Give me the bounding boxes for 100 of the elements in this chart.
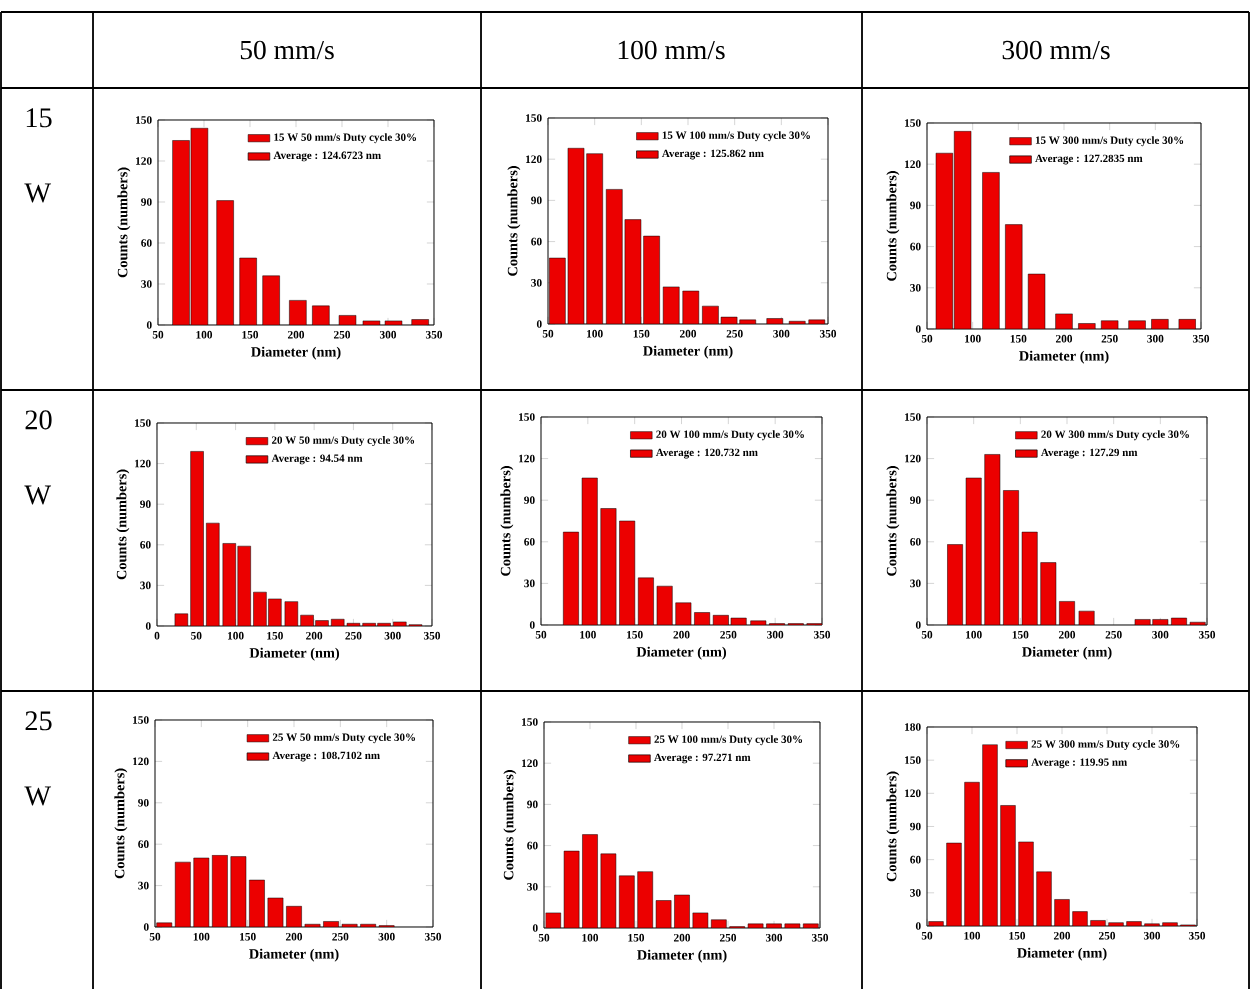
x-tick-label: 100	[193, 932, 210, 941]
y-tick-label: 90	[141, 198, 152, 206]
x-tick-label: 100	[965, 334, 981, 343]
legend-label: 25 W 50 mm/s Duty cycle 30%	[272, 733, 415, 744]
y-tick-label: 150	[135, 419, 151, 427]
x-tick-label: 100	[964, 931, 981, 940]
y-tick-label: 60	[910, 855, 921, 864]
x-axis-title: Diameter (nm)	[637, 949, 727, 963]
annotation: Average : 124.6723 nm	[273, 151, 381, 162]
y-tick-label: 30	[527, 883, 538, 891]
x-tick-label: 50	[191, 631, 202, 640]
x-tick-label: 300	[1143, 931, 1161, 940]
y-tick-label: 60	[524, 538, 535, 546]
x-tick-label: 350	[813, 630, 831, 639]
y-tick-label: 90	[524, 496, 535, 505]
x-axis-title: Diameter (nm)	[643, 345, 733, 359]
text: 25 W	[24, 711, 52, 806]
x-tick-label: 350	[819, 329, 837, 338]
bar	[239, 258, 257, 326]
y-tick-label: 90	[910, 496, 921, 505]
bar	[964, 782, 980, 927]
x-axis-title: Diameter (nm)	[636, 646, 727, 660]
x-tick-label: 250	[720, 630, 737, 639]
y-tick-label: 0	[529, 621, 535, 629]
bar	[172, 140, 190, 326]
x-tick-label: 150	[240, 932, 256, 941]
y-axis-title: Counts (numbers)	[886, 771, 900, 882]
x-tick-label: 300	[379, 330, 397, 339]
x-tick-label: 250	[332, 932, 349, 941]
y-tick-label: 120	[135, 459, 151, 468]
legend-label: 15 W 300 mm/s Duty cycle 30%	[1035, 136, 1184, 147]
x-tick-label: 300	[773, 329, 790, 338]
bar	[946, 842, 962, 927]
annotation: Average : 97.271 nm	[654, 753, 751, 764]
x-tick-label: 350	[811, 933, 829, 942]
y-tick-label: 90	[138, 799, 149, 807]
x-tick-label: 150	[633, 329, 650, 338]
x-tick-label: 150	[1009, 931, 1026, 940]
y-axis-title: Counts (numbers)	[500, 466, 514, 576]
x-tick-label: 250	[1101, 334, 1118, 343]
x-tick-label: 250	[1098, 931, 1116, 940]
x-axis-title: Diameter (nm)	[249, 948, 339, 962]
x-tick-label: 350	[423, 631, 441, 640]
x-tick-label: 200	[673, 630, 690, 639]
x-tick-label: 0	[154, 631, 160, 640]
bar	[216, 200, 234, 326]
y-tick-label: 120	[522, 759, 538, 768]
y-tick-label: 30	[910, 283, 921, 292]
x-tick-label: 150	[1010, 334, 1027, 343]
chart-title: 50 mm/s	[240, 40, 334, 60]
y-tick-label: 120	[526, 155, 542, 164]
x-tick-label: 300	[767, 630, 784, 639]
y-tick-label: 150	[522, 718, 538, 726]
y-tick-label: 30	[910, 579, 921, 588]
y-tick-label: 0	[146, 321, 152, 329]
x-tick-label: 50	[921, 630, 933, 639]
annotation: Average : 108.7102 nm	[272, 751, 380, 762]
x-tick-label: 250	[1105, 630, 1122, 639]
annotation: Average : 127.2835 nm	[1035, 154, 1143, 165]
y-tick-label: 120	[905, 160, 921, 169]
legend-label: 15 W 50 mm/s Duty cycle 30%	[274, 133, 417, 144]
x-tick-label: 50	[921, 334, 933, 343]
text: 15 W	[24, 108, 52, 203]
y-tick-label: 30	[140, 581, 151, 590]
x-tick-label: 200	[1058, 630, 1076, 639]
x-tick-label: 100	[196, 330, 213, 339]
y-tick-label: 90	[527, 800, 538, 809]
y-tick-label: 30	[141, 280, 152, 288]
y-tick-label: 150	[136, 116, 152, 124]
y-tick-label: 60	[910, 538, 921, 546]
x-tick-label: 250	[345, 631, 362, 640]
y-tick-label: 150	[519, 413, 535, 421]
x-tick-label: 150	[628, 933, 645, 942]
x-tick-label: 200	[287, 330, 305, 339]
y-tick-label: 0	[532, 924, 538, 932]
legend-label: 20 W 100 mm/s Duty cycle 30%	[656, 430, 804, 441]
y-tick-label: 120	[133, 757, 149, 766]
x-axis-title: Diameter (nm)	[249, 647, 340, 661]
annotation: Average : 94.54 nm	[271, 454, 363, 465]
bar	[262, 275, 280, 326]
x-tick-label: 250	[719, 933, 737, 942]
y-axis-title: Counts (numbers)	[503, 770, 517, 880]
y-axis-title: Counts (numbers)	[117, 167, 131, 278]
x-tick-label: 50	[921, 931, 933, 940]
x-tick-label: 150	[1012, 630, 1029, 639]
annotation: Average : 125.862 nm	[661, 149, 764, 160]
y-tick-label: 30	[910, 889, 921, 897]
x-tick-label: 100	[227, 631, 244, 640]
x-tick-label: 50	[535, 630, 547, 639]
legend-label: 25 W 100 mm/s Duty cycle 30%	[654, 735, 803, 746]
y-tick-label: 120	[136, 157, 152, 165]
chart-title: 100 mm/s	[618, 40, 725, 60]
y-tick-label: 60	[138, 840, 149, 849]
y-tick-label: 120	[905, 789, 921, 798]
y-tick-label: 90	[531, 196, 542, 205]
legend-label: 20 W 300 mm/s Duty cycle 30%	[1041, 430, 1189, 441]
x-tick-label: 100	[587, 329, 603, 338]
y-tick-label: 180	[905, 723, 921, 731]
y-tick-label: 0	[145, 622, 151, 630]
x-tick-label: 300	[765, 933, 783, 942]
